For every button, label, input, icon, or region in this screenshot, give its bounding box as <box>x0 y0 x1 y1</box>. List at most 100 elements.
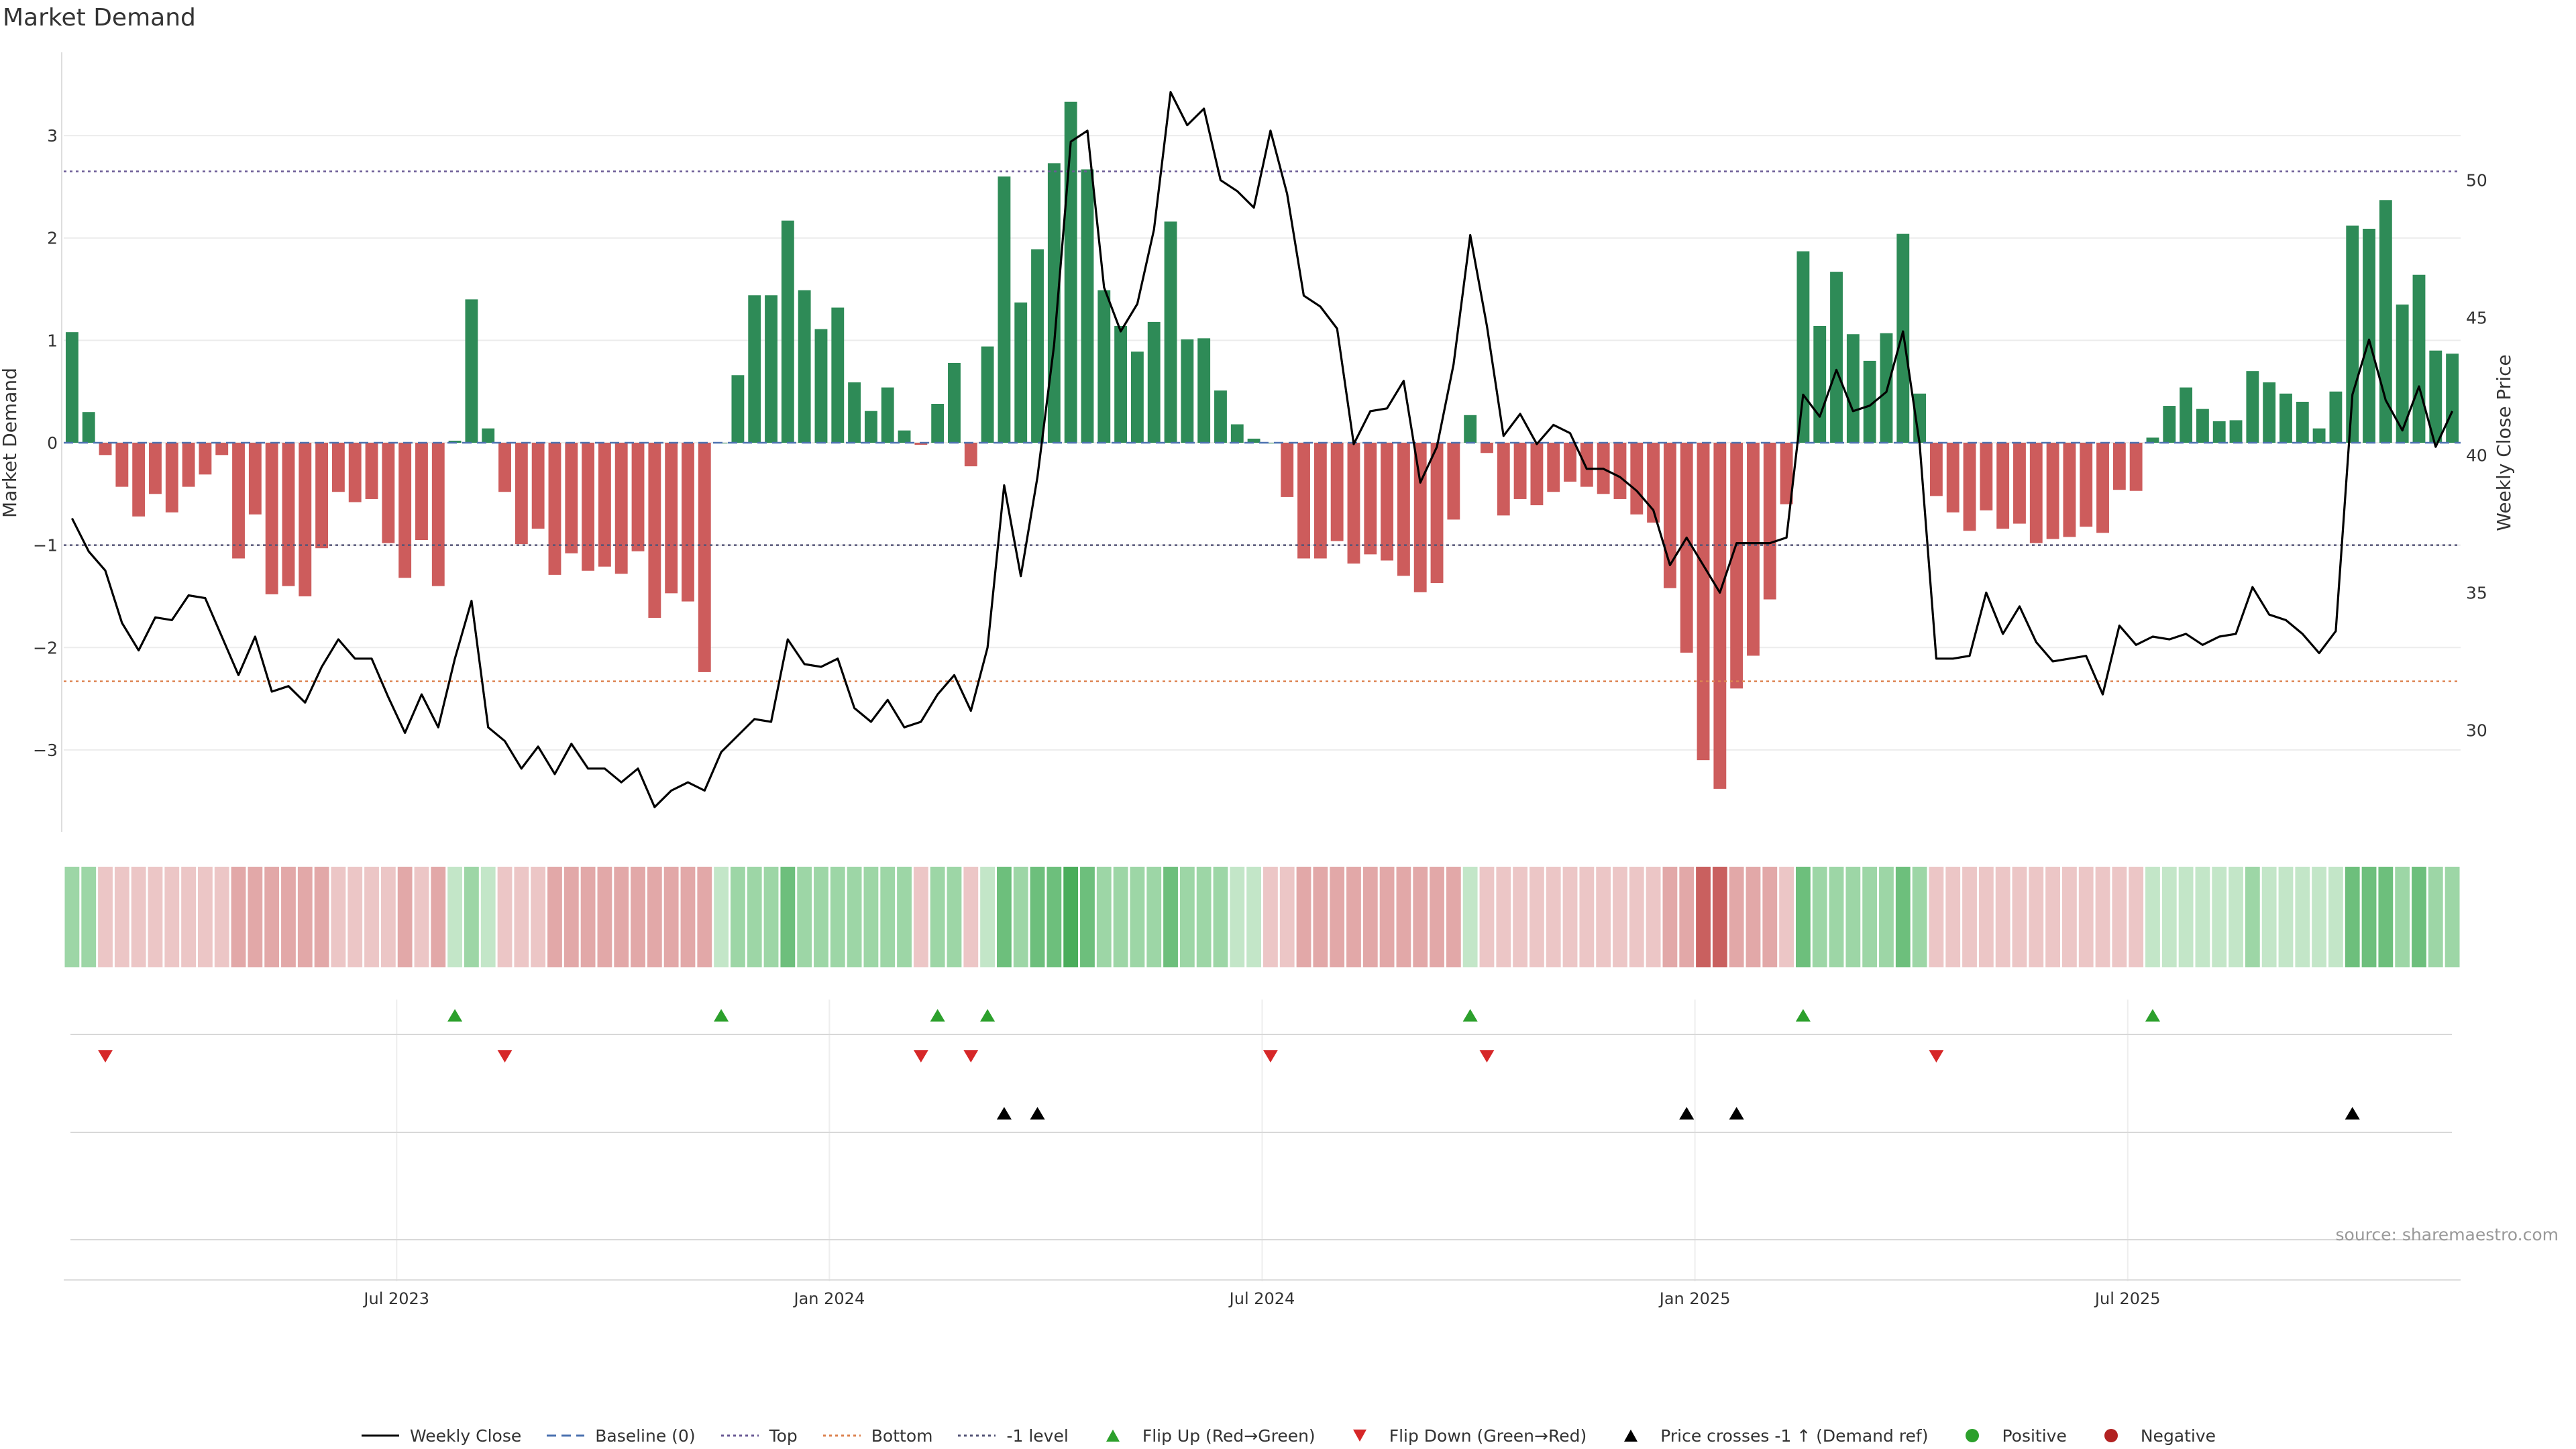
legend-label: Top <box>769 1426 798 1446</box>
heat-cell <box>1130 867 1145 967</box>
demand-bar <box>1530 443 1544 506</box>
heat-cell <box>631 867 645 967</box>
demand-bar <box>1763 443 1776 600</box>
x-tick-label: Jan 2024 <box>793 1289 865 1308</box>
heat-cell <box>2062 867 2077 967</box>
demand-bar <box>2312 428 2326 443</box>
demand-bar <box>665 443 678 594</box>
demand-bar <box>82 412 95 443</box>
demand-bar <box>1980 443 1993 511</box>
heat-cell <box>1213 867 1228 967</box>
demand-bar <box>614 443 628 574</box>
demand-bar <box>331 443 345 492</box>
heat-cell <box>814 867 828 967</box>
demand-bar <box>2013 443 2026 524</box>
demand-bar <box>2412 274 2426 443</box>
demand-bar <box>2446 354 2459 443</box>
demand-bar <box>1114 326 1128 443</box>
heat-cell <box>281 867 296 967</box>
demand-bar <box>248 443 262 515</box>
heat-cell <box>431 867 446 967</box>
source-note: source: sharemaestro.com <box>2335 1225 2559 1244</box>
demand-bar <box>531 443 545 529</box>
heat-cell <box>397 867 413 967</box>
legend-label: Positive <box>2002 1426 2067 1446</box>
heat-cell <box>564 867 579 967</box>
heat-cell <box>1379 867 1395 967</box>
flip-down-marker <box>98 1050 113 1063</box>
heat-cell <box>1662 867 1678 967</box>
legend-item: -1 level <box>957 1426 1069 1446</box>
demand-bar <box>1963 443 1976 531</box>
heat-cell <box>198 867 213 967</box>
heat-cell <box>930 867 945 967</box>
y2-tick-label: 30 <box>2466 720 2487 740</box>
demand-bar <box>1247 438 1260 443</box>
demand-bar <box>565 443 578 553</box>
heat-cell <box>1729 867 1744 967</box>
x-tick-label: Jul 2025 <box>2094 1289 2161 1308</box>
heat-cell <box>1396 867 1411 967</box>
heat-cell <box>614 867 629 967</box>
demand-bar <box>1713 443 1727 789</box>
heat-cell <box>81 867 97 967</box>
heat-cell <box>1895 867 1911 967</box>
heat-cell <box>1779 867 1794 967</box>
demand-bar <box>465 299 478 443</box>
demand-bar <box>981 346 994 443</box>
demand-bar <box>1214 390 1227 443</box>
heat-cell <box>1313 867 1328 967</box>
weekly-close-series <box>70 91 2454 808</box>
legend-item: Flip Up (Red→Green) <box>1093 1426 1316 1446</box>
heat-cell <box>114 867 129 967</box>
legend-item: Flip Down (Green→Red) <box>1340 1426 1587 1446</box>
demand-bar <box>348 443 362 502</box>
heat-cell <box>980 867 995 967</box>
heat-cell <box>797 867 812 967</box>
flip-up-marker <box>447 1009 463 1022</box>
legend-item: Top <box>720 1426 798 1446</box>
demand-bar <box>1297 443 1310 559</box>
heat-cell <box>1263 867 1278 967</box>
heat-cell <box>514 867 529 967</box>
demand-bar <box>115 443 129 487</box>
demand-bar <box>1014 302 1028 443</box>
heat-cell <box>1346 867 1361 967</box>
legend-label: -1 level <box>1006 1426 1069 1446</box>
demand-bar <box>415 443 428 540</box>
demand-bar <box>898 430 911 443</box>
demand-bar <box>215 443 229 455</box>
demand-bar <box>1430 443 1444 584</box>
heat-cell <box>164 867 180 967</box>
heat-cell <box>863 867 879 967</box>
demand-bar <box>648 443 661 618</box>
y2-tick-label: 35 <box>2466 583 2487 602</box>
y-tick-label: −2 <box>33 638 58 657</box>
triangle-down-red-icon <box>1340 1428 1380 1444</box>
demand-bar <box>2129 443 2143 491</box>
demand-bar <box>1381 443 1394 561</box>
line-dashed-blue-icon <box>545 1428 586 1444</box>
flip-down-marker <box>1929 1050 1944 1063</box>
heat-cell <box>780 867 796 967</box>
demand-bar <box>2063 443 2076 537</box>
y-axis-ticks: 3 2 1 0 −1 −2 −3 <box>33 126 58 760</box>
heat-cell <box>2261 867 2277 967</box>
demand-bar <box>498 443 511 492</box>
legend-label: Weekly Close <box>409 1426 522 1446</box>
weekly-close-line <box>70 91 2454 808</box>
heat-cell <box>647 867 662 967</box>
heat-cell <box>297 867 313 967</box>
demand-bar <box>2346 225 2359 443</box>
legend-item: Weekly Close <box>360 1426 521 1446</box>
heat-cell <box>1579 867 1595 967</box>
heat-cell <box>64 867 80 967</box>
demand-bar <box>2229 420 2243 443</box>
heat-cell <box>214 867 229 967</box>
demand-bar <box>864 411 877 443</box>
demand-bar <box>2396 304 2409 443</box>
demand-bar <box>482 428 495 443</box>
heat-cell <box>963 867 979 967</box>
heat-cell <box>680 867 696 967</box>
demand-bar <box>1181 339 1194 443</box>
